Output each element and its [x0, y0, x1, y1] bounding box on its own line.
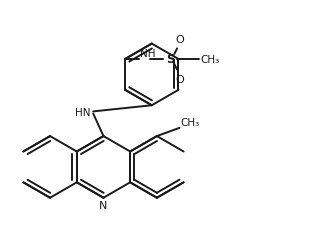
Text: HN: HN [75, 108, 90, 118]
Text: O: O [176, 74, 185, 84]
Text: N: N [99, 201, 108, 210]
Text: CH₃: CH₃ [180, 117, 200, 127]
Text: CH₃: CH₃ [200, 55, 219, 65]
Text: S: S [166, 53, 175, 66]
Text: O: O [176, 35, 185, 45]
Text: NH: NH [140, 49, 156, 59]
